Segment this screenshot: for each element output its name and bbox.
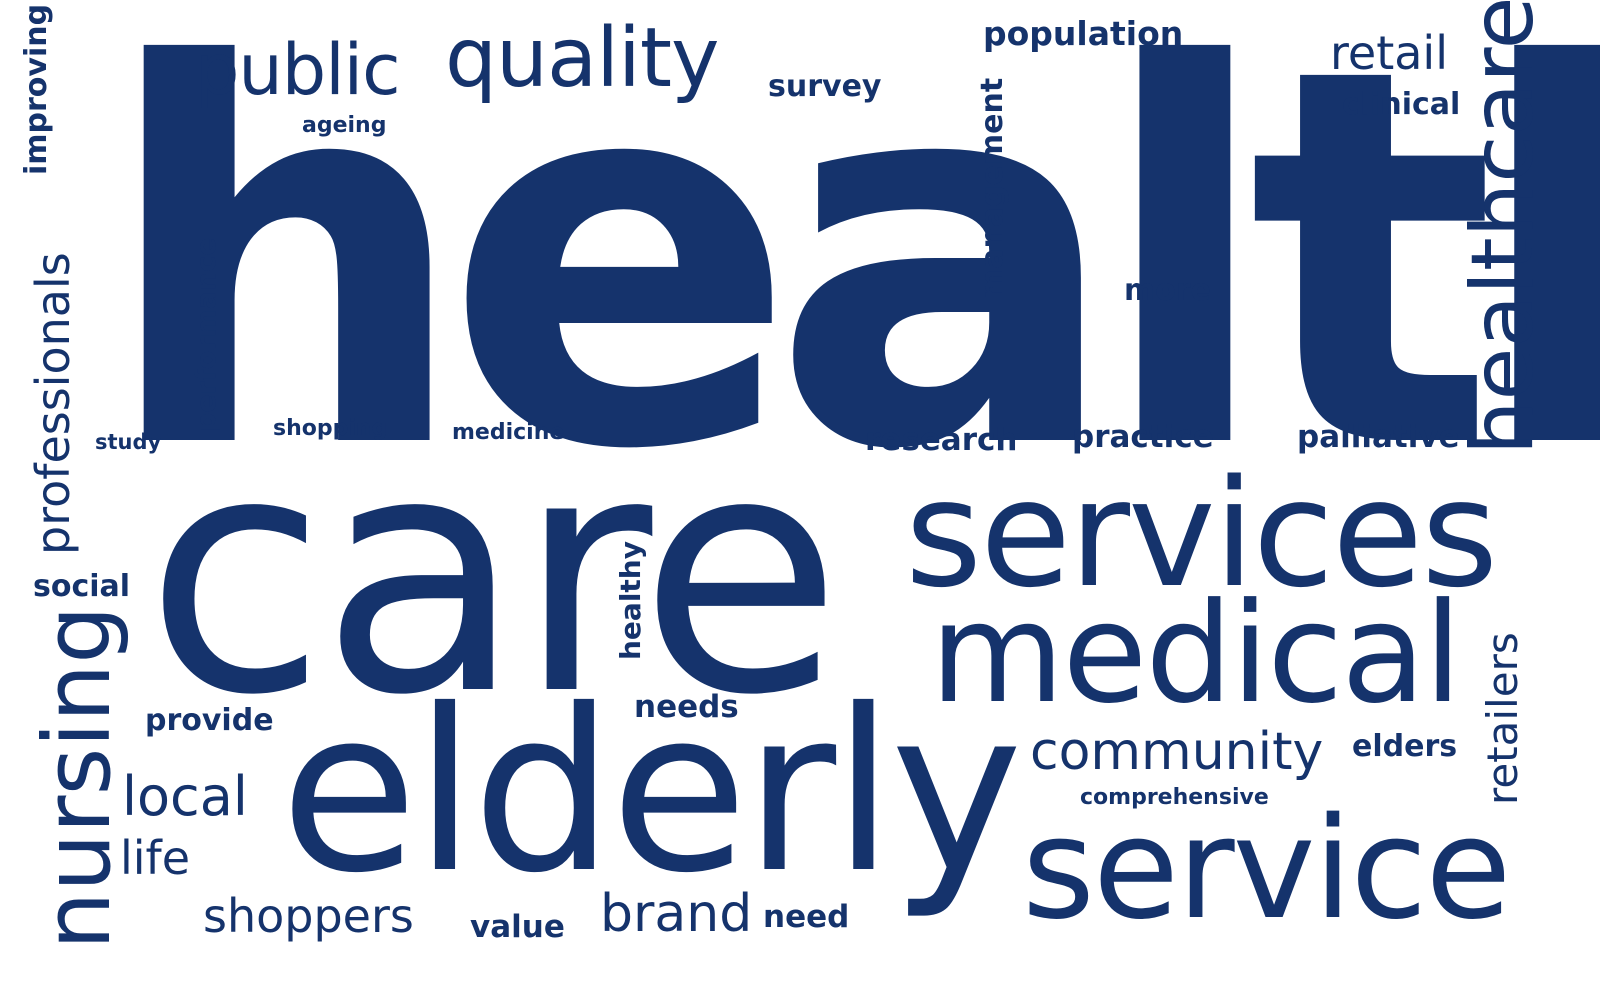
word-improving: improving: [19, 3, 54, 175]
word-ageing: ageing: [302, 113, 387, 138]
word-survey: survey: [768, 69, 882, 104]
word-elders: elders: [1352, 729, 1458, 764]
word-management: management: [975, 77, 1010, 300]
word-comprehensive: comprehensive: [1080, 785, 1269, 810]
word-social: social: [33, 569, 131, 604]
word-brand: brand: [600, 884, 753, 944]
word-research: research: [865, 422, 1018, 458]
word-retail: retail: [1330, 26, 1448, 80]
word-public: public: [195, 29, 401, 111]
word-clinical: clinical: [1342, 87, 1461, 122]
word-nursing: nursing: [24, 605, 131, 950]
word-services: services: [905, 448, 1498, 620]
word-medical: medical: [930, 573, 1462, 734]
word-health: health: [100, 0, 1600, 563]
word-provide: provide: [145, 703, 274, 738]
word-care: care: [145, 383, 842, 767]
word-medicine: medicine: [452, 420, 565, 445]
word-palliative: palliative: [1297, 419, 1460, 455]
word-needs: needs: [634, 689, 739, 725]
word-need: need: [763, 899, 850, 935]
word-shoppers: shoppers: [203, 889, 414, 943]
word-local: local: [122, 765, 248, 828]
word-elderly: elderly: [280, 661, 1023, 922]
word-more: more: [1124, 273, 1212, 308]
word-value: value: [470, 909, 565, 945]
word-quality: quality: [445, 11, 720, 106]
word-retailers: retailers: [1478, 632, 1527, 805]
word-practice: practice: [1072, 419, 1214, 455]
word-performance: performance: [191, 237, 222, 432]
word-life: life: [120, 831, 191, 885]
word-population: population: [983, 14, 1184, 53]
word-healthcare: healthcare: [1453, 0, 1553, 455]
word-professionals: professionals: [26, 252, 80, 555]
word-healthy: healthy: [614, 541, 647, 660]
word-service: service: [1022, 788, 1511, 951]
word-shopping: shopping: [273, 416, 388, 441]
word-community: community: [1030, 722, 1324, 782]
word-study: study: [95, 430, 162, 454]
